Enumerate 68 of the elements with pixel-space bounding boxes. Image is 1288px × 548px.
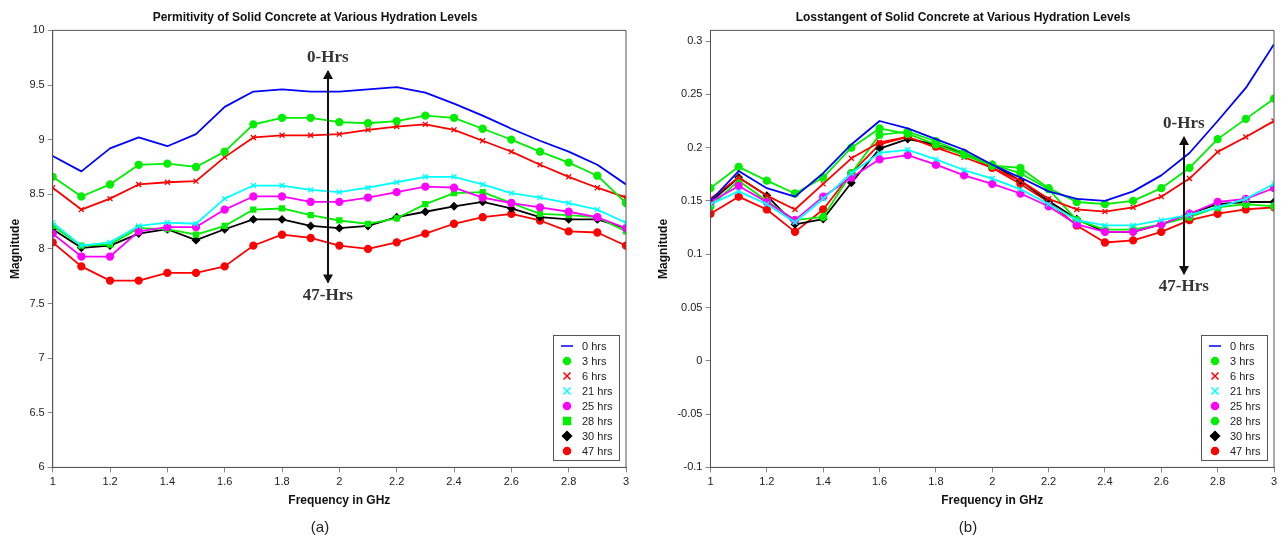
legend-label: 28 hrs xyxy=(1230,414,1261,427)
y-tick-label: 8.5 xyxy=(29,187,45,200)
legend-label: 3 hrs xyxy=(1230,354,1255,367)
annotation: 47-Hrs xyxy=(302,284,354,304)
x-axis-title: Frequency in GHz xyxy=(288,493,391,508)
y-tick-label: 0.05 xyxy=(681,300,703,313)
x-tick-label: 1 xyxy=(707,475,714,488)
legend-label: 0 hrs xyxy=(582,339,607,352)
x-tick-label: 2.4 xyxy=(1097,475,1113,488)
x-tick-label: 1 xyxy=(49,475,56,488)
chart-title: Permitivity of Solid Concrete at Various Hydration Levels xyxy=(152,9,478,24)
y-tick-label: 7.5 xyxy=(29,296,45,309)
y-axis-title: Magnitude xyxy=(655,218,670,279)
y-tick-label: 6 xyxy=(38,460,45,473)
legend-label: 6 hrs xyxy=(1230,369,1255,382)
legend-label: 6 hrs xyxy=(582,369,607,382)
y-tick-label: 0.1 xyxy=(687,247,703,260)
x-tick-label: 1.4 xyxy=(159,475,175,488)
y-tick-label: 9 xyxy=(38,132,45,145)
text: (b) xyxy=(957,518,979,535)
x-tick-label: 1.4 xyxy=(815,475,831,488)
legend-label: 25 hrs xyxy=(582,399,613,412)
x-tick-label: 1.2 xyxy=(102,475,118,488)
legend-label: 0 hrs xyxy=(1230,339,1255,352)
chart-title: Losstangent of Solid Concrete at Various Hydration Levels xyxy=(795,9,1131,24)
y-axis-title: Magnitude xyxy=(7,218,22,279)
y-tick-label: 8 xyxy=(38,241,45,254)
legend-label: 21 hrs xyxy=(582,384,613,397)
x-tick-label: 2.4 xyxy=(446,475,462,488)
text: (a) xyxy=(309,518,331,535)
y-tick-label: 7 xyxy=(38,351,45,364)
y-tick-label: -0.05 xyxy=(677,407,703,420)
x-tick-label: 1.8 xyxy=(928,475,944,488)
legend-label: 47 hrs xyxy=(1230,444,1261,457)
x-tick-label: 3 xyxy=(622,475,630,488)
y-tick-label: 10 xyxy=(32,23,45,36)
y-tick-label: -0.1 xyxy=(683,460,703,473)
y-tick-label: 0.25 xyxy=(681,87,703,100)
legend-label: 28 hrs xyxy=(582,414,613,427)
x-tick-label: 1.6 xyxy=(871,475,888,488)
y-tick-label: 0.3 xyxy=(687,34,703,47)
legend-label: 47 hrs xyxy=(582,444,613,457)
x-tick-label: 1.2 xyxy=(759,475,775,488)
x-tick-label: 2.8 xyxy=(561,475,577,488)
annotation: 47-Hrs xyxy=(1158,276,1210,296)
legend-label: 30 hrs xyxy=(1230,429,1261,442)
x-tick-label: 2.8 xyxy=(1210,475,1226,488)
x-tick-label: 1.6 xyxy=(217,475,233,488)
y-tick-label: 0.15 xyxy=(681,193,703,206)
x-tick-label: 2.2 xyxy=(389,475,405,488)
x-tick-label: 2.2 xyxy=(1040,475,1057,488)
x-tick-label: 2 xyxy=(989,475,996,488)
annotation: 0-Hrs xyxy=(307,47,350,67)
x-axis-title: Frequency in GHz xyxy=(941,493,1044,508)
legend-label: 25 hrs xyxy=(1230,399,1261,412)
y-tick-label: 0 xyxy=(696,353,703,366)
x-tick-label: 3 xyxy=(1270,475,1278,488)
legend-label: 3 hrs xyxy=(582,354,607,367)
legend-label: 30 hrs xyxy=(582,429,613,442)
y-tick-label: 9.5 xyxy=(29,78,45,91)
legend-label: 21 hrs xyxy=(1230,384,1261,397)
x-tick-label: 2.6 xyxy=(1153,475,1169,488)
x-tick-label: 1.8 xyxy=(274,475,290,488)
y-tick-label: 6.5 xyxy=(29,405,45,418)
x-tick-label: 2 xyxy=(336,475,343,488)
x-tick-label: 2.6 xyxy=(503,475,519,488)
y-tick-label: 0.2 xyxy=(687,140,703,153)
annotation: 0-Hrs xyxy=(1163,113,1205,133)
